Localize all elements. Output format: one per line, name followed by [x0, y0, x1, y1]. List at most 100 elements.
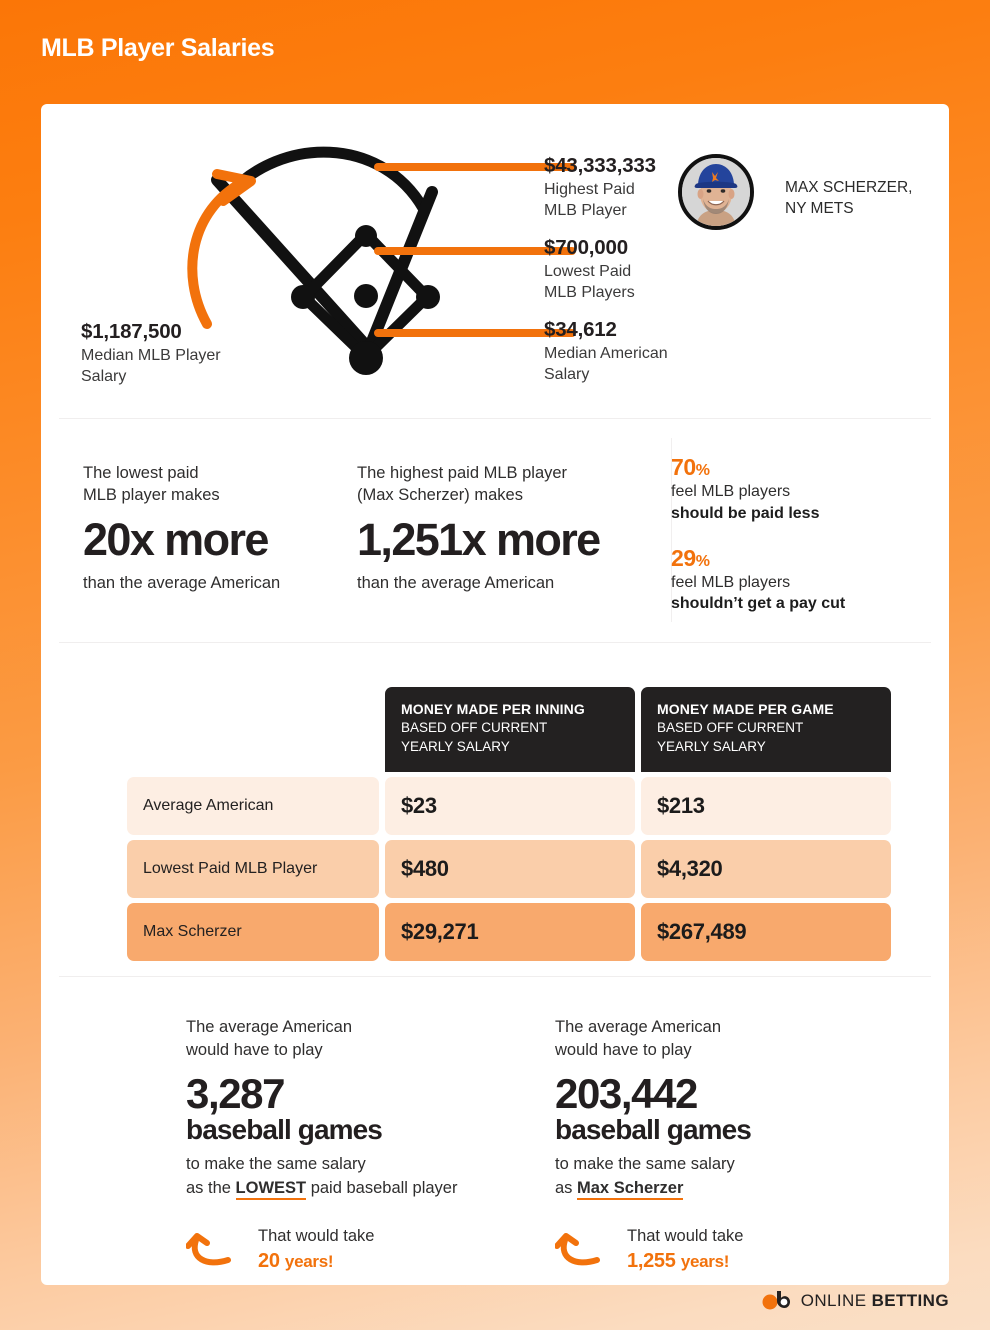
logo-word-betting: BETTING [871, 1291, 949, 1310]
stat-lead-line1: The highest paid MLB player [357, 464, 568, 482]
callout-amount: $700,000 [544, 236, 628, 259]
table-header-per-inning: MONEY MADE PER INNING BASED OFF CURRENT … [385, 687, 635, 772]
callout-lowest-paid: $700,000 Lowest Paid MLB Players [544, 235, 635, 303]
takes-unit: years! [680, 1251, 730, 1271]
table-row: Lowest Paid MLB Player $480 $4,320 [127, 839, 891, 898]
player-name-label: MAX SCHERZER, NY METS [785, 178, 912, 220]
callout-amount: $1,187,500 [81, 320, 182, 343]
poll-results: 70% feel MLB players should be paid less… [671, 454, 845, 635]
takes-line1: That would take [627, 1227, 744, 1246]
takes-value: 20 [258, 1249, 280, 1272]
games-number: 3,287 [186, 1070, 286, 1118]
avatar [678, 154, 754, 230]
games-foot-line2: as Max Scherzer [555, 1177, 751, 1200]
money-made-table: MONEY MADE PER INNING BASED OFF CURRENT … [121, 682, 897, 966]
header-title: MONEY MADE PER INNING [401, 701, 585, 717]
baseball-diamond-icon [187, 146, 440, 375]
poll-line1: feel MLB players [671, 483, 791, 500]
poll-line2: shouldn’t get a pay cut [671, 595, 846, 613]
poll-pct-value: 29 [671, 544, 696, 571]
callout-highest-paid: $43,333,333 Highest Paid MLB Player [544, 153, 656, 221]
poll-item-no-pay-cut: 29% feel MLB players shouldn’t get a pay… [671, 545, 845, 616]
footer-logo[interactable]: ONLINE BETTING [762, 1290, 949, 1312]
row-per-inning: $29,271 [385, 902, 635, 961]
poll-pct-symbol: % [695, 552, 710, 570]
poll-line1: feel MLB players [671, 573, 791, 591]
stats-section: The lowest paid MLB player makes 20x mor… [41, 418, 949, 642]
poll-percentage: 70% [671, 454, 845, 481]
poll-line2: should be paid less [671, 504, 820, 522]
row-per-inning: $480 [385, 839, 635, 898]
takes-value: 1,255 [627, 1249, 676, 1272]
takes-line2: 1,255 years! [627, 1248, 751, 1274]
takes-years-callout: That would take 1,255 years! [555, 1226, 751, 1273]
stat-big-value: 1,251x more [357, 513, 601, 565]
stat-foot: than the average American [357, 573, 555, 592]
takes-years-callout: That would take 20 years! [186, 1226, 457, 1273]
table-row: Average American $23 $213 [127, 776, 891, 835]
header-sub-line1: BASED OFF CURRENT [657, 720, 804, 735]
row-label: Max Scherzer [127, 902, 379, 961]
page-title: MLB Player Salaries [41, 34, 275, 62]
section-divider [59, 418, 931, 419]
callout-desc-line2: Salary [81, 367, 127, 385]
games-lead-line2: would have to play [555, 1041, 692, 1060]
row-per-game: $267,489 [641, 902, 891, 961]
callout-amount: $43,333,333 [544, 154, 656, 177]
games-lead-line1: The average American [186, 1018, 353, 1036]
takes-line2: 20 years! [258, 1248, 457, 1274]
callout-desc-line1: Median MLB Player [81, 346, 221, 364]
stat-big-value: 20x more [83, 513, 269, 565]
stat-lead-line2: MLB player makes [83, 486, 220, 505]
games-word: baseball games [555, 1114, 752, 1146]
row-label: Average American [127, 776, 379, 835]
row-per-game: $213 [641, 776, 891, 835]
leader-lines-icon [374, 163, 576, 337]
table-header-blank [127, 687, 379, 772]
games-foot-line1: to make the same salary [555, 1155, 735, 1174]
callout-amount: $34,612 [544, 318, 617, 341]
games-word: baseball games [186, 1114, 383, 1146]
callout-desc-line2: MLB Player [544, 201, 627, 219]
section-divider [59, 642, 931, 643]
games-foot-line1: to make the same salary [186, 1155, 366, 1174]
infographic-card: $1,187,500 Median MLB Player Salary $43,… [41, 104, 949, 1285]
table-row: Max Scherzer $29,271 $267,489 [127, 902, 891, 961]
callout-median-american-salary: $34,612 Median American Salary [544, 317, 668, 385]
takes-line1: That would take [258, 1227, 375, 1246]
player-name-line2: NY METS [785, 199, 854, 217]
stats-vertical-divider [671, 438, 672, 622]
poll-pct-symbol: % [695, 462, 710, 479]
online-betting-logo-icon [762, 1291, 790, 1310]
poll-percentage: 29% [671, 545, 845, 572]
callout-desc-line1: Highest Paid [544, 180, 635, 198]
row-label: Lowest Paid MLB Player [127, 839, 379, 898]
table-header-per-game: MONEY MADE PER GAME BASED OFF CURRENT YE… [641, 687, 891, 772]
stat-foot: than the average American [83, 573, 281, 592]
max-scherzer-headshot-icon [682, 158, 750, 226]
callout-desc-line1: Lowest Paid [544, 262, 632, 280]
callout-desc-line2: MLB Players [544, 283, 635, 301]
table-header-row: MONEY MADE PER INNING BASED OFF CURRENT … [127, 687, 891, 772]
logo-word-online: ONLINE [800, 1291, 867, 1310]
foot-prefix: as [555, 1178, 578, 1197]
poll-item-paid-less: 70% feel MLB players should be paid less [671, 454, 845, 525]
games-lead-line2: would have to play [186, 1041, 323, 1060]
header-sub-line2: YEARLY SALARY [657, 739, 766, 755]
curved-arrow-icon [555, 1233, 600, 1266]
row-per-game: $4,320 [641, 839, 891, 898]
logo-text: ONLINE BETTING [801, 1291, 949, 1311]
foot-emphasis: Max Scherzer [577, 1178, 684, 1200]
header-title: MONEY MADE PER GAME [657, 701, 834, 717]
games-number: 203,442 [555, 1070, 698, 1118]
header-sub-line1: BASED OFF CURRENT [401, 720, 548, 735]
stat-lowest-paid-multiple: The lowest paid MLB player makes 20x mor… [83, 462, 280, 594]
games-block-max-scherzer: The average American would have to play … [555, 1016, 752, 1274]
stat-lead-line2: (Max Scherzer) makes [357, 486, 523, 505]
games-section: The average American would have to play … [41, 976, 949, 1285]
money-table-section: MONEY MADE PER INNING BASED OFF CURRENT … [41, 642, 949, 1076]
games-foot-line2: as the LOWEST paid baseball player [186, 1177, 457, 1200]
callout-desc-line2: Salary [544, 365, 590, 383]
player-name-line1: MAX SCHERZER, [785, 179, 913, 196]
diamond-section: $1,187,500 Median MLB Player Salary $43,… [41, 104, 949, 418]
